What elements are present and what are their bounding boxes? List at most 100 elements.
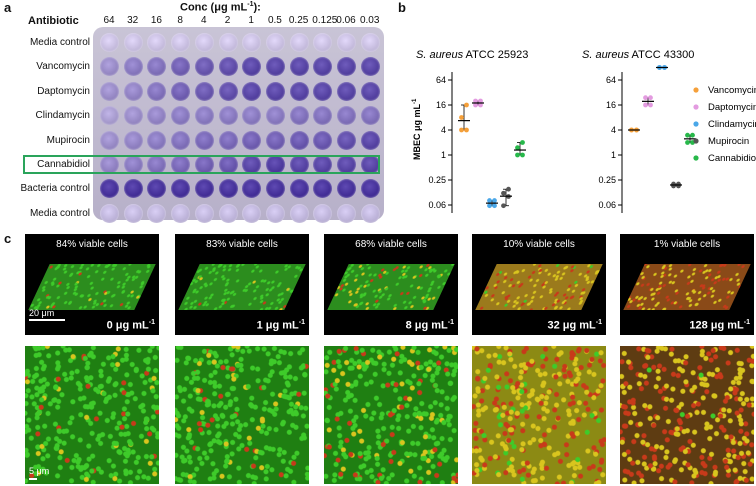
y-tick-label: 4 bbox=[441, 125, 446, 135]
plate-well bbox=[289, 57, 309, 77]
data-point bbox=[459, 115, 464, 120]
y-tick-label: 0.06 bbox=[598, 200, 616, 210]
plate-well bbox=[218, 155, 238, 174]
plate-well bbox=[147, 179, 167, 199]
data-point bbox=[492, 198, 497, 203]
plate-well bbox=[100, 203, 119, 223]
plate-well bbox=[313, 203, 333, 223]
y-tick-label: 4 bbox=[611, 125, 616, 135]
plate-well bbox=[218, 179, 238, 199]
y-tick-label: 0.06 bbox=[428, 200, 446, 210]
well-plate-image bbox=[23, 27, 384, 223]
data-point bbox=[487, 203, 492, 209]
concentration-title: Conc (μg mL-1): bbox=[180, 1, 261, 14]
plate-well bbox=[171, 57, 191, 77]
plate-well bbox=[360, 33, 380, 52]
plate-well bbox=[242, 155, 262, 174]
legend-marker bbox=[693, 87, 699, 93]
plate-well bbox=[313, 179, 333, 199]
plate-well bbox=[194, 203, 214, 223]
plate-well bbox=[360, 106, 380, 126]
panel-c-letter: c bbox=[4, 231, 12, 246]
y-tick-label: 1 bbox=[611, 150, 616, 160]
plate-well bbox=[194, 33, 214, 52]
viable-cells-label: 83% viable cells bbox=[206, 239, 278, 250]
confocal-3d-image: 1% viable cells 128 μg mL-1 bbox=[620, 234, 754, 335]
plate-well bbox=[265, 33, 285, 52]
plate-well bbox=[218, 130, 238, 150]
plate-well bbox=[147, 33, 167, 52]
plate-well bbox=[123, 57, 143, 77]
legend-marker bbox=[693, 104, 699, 110]
concentration-label: 8 μg mL-1 bbox=[405, 319, 454, 332]
plate-well bbox=[337, 81, 356, 101]
data-point bbox=[501, 203, 506, 209]
plate-well bbox=[242, 179, 262, 199]
plate-well bbox=[194, 155, 214, 174]
legend-label: Clindamycin bbox=[708, 119, 756, 130]
biofilm-slab bbox=[28, 264, 156, 310]
concentration-label: 4 bbox=[201, 15, 207, 26]
plate-well bbox=[360, 130, 380, 150]
concentration-label: 0.25 bbox=[288, 15, 309, 26]
y-tick-label: 64 bbox=[436, 75, 446, 85]
plate-well bbox=[123, 203, 143, 223]
biofilm-slab bbox=[327, 264, 455, 310]
row-label: Clindamycin bbox=[35, 110, 90, 122]
viable-cells-label: 68% viable cells bbox=[355, 239, 427, 250]
plate-well bbox=[289, 106, 309, 126]
confocal-2d-image bbox=[620, 346, 754, 484]
plate-well bbox=[147, 106, 167, 126]
plate-well bbox=[360, 203, 380, 223]
row-label: Vancomycin bbox=[36, 61, 90, 73]
data-point bbox=[506, 186, 511, 192]
plate-well bbox=[171, 155, 191, 174]
plate-well bbox=[194, 57, 214, 77]
plate-well bbox=[360, 81, 380, 101]
plate-well bbox=[171, 179, 191, 199]
plate-well bbox=[218, 203, 238, 223]
plate-well bbox=[194, 81, 214, 101]
plate-well bbox=[265, 155, 285, 174]
plate-well bbox=[100, 57, 119, 77]
row-label: Mupirocin bbox=[46, 134, 90, 146]
plate-well bbox=[218, 57, 238, 77]
concentration-label: 8 bbox=[177, 15, 183, 26]
concentration-label: 1 bbox=[248, 15, 254, 26]
data-point bbox=[473, 98, 478, 104]
plate-well bbox=[100, 33, 119, 52]
concentration-label: 32 bbox=[127, 15, 139, 26]
y-tick-label: 0.25 bbox=[598, 175, 616, 185]
scale-bar-label: 20 μm bbox=[29, 308, 55, 318]
biofilm-slab bbox=[475, 264, 603, 310]
confocal-3d-image: 83% viable cells 1 μg mL-1 bbox=[175, 234, 309, 335]
plate-well bbox=[289, 33, 309, 52]
legend-label: Daptomycin bbox=[708, 102, 756, 113]
data-point bbox=[478, 98, 483, 104]
confocal-3d-image: 10% viable cells 32 μg mL-1 bbox=[472, 234, 606, 335]
plate-well bbox=[171, 130, 191, 150]
plate-well bbox=[242, 203, 262, 223]
plate-well bbox=[147, 130, 167, 150]
plate-well bbox=[313, 155, 333, 174]
plate-well bbox=[289, 203, 309, 223]
plate-well bbox=[194, 130, 214, 150]
plate-well bbox=[265, 179, 285, 199]
confocal-2d-image bbox=[175, 346, 309, 484]
concentration-label: 128 μg mL-1 bbox=[689, 319, 750, 332]
data-point bbox=[501, 190, 506, 196]
data-point bbox=[464, 102, 469, 108]
panel-a-letter: a bbox=[4, 0, 12, 15]
y-tick-label: 0.25 bbox=[428, 175, 446, 185]
plate-well bbox=[123, 81, 143, 101]
plate-well bbox=[313, 33, 333, 52]
row-label: Bacteria control bbox=[20, 183, 90, 195]
plate-well bbox=[337, 203, 356, 223]
plate-well bbox=[171, 203, 191, 223]
antibiotic-header: Antibiotic bbox=[28, 15, 79, 27]
plate-well bbox=[289, 81, 309, 101]
data-point bbox=[643, 95, 648, 101]
plate-well bbox=[242, 106, 262, 126]
data-point bbox=[515, 152, 520, 158]
viable-cells-label: 84% viable cells bbox=[56, 239, 128, 250]
